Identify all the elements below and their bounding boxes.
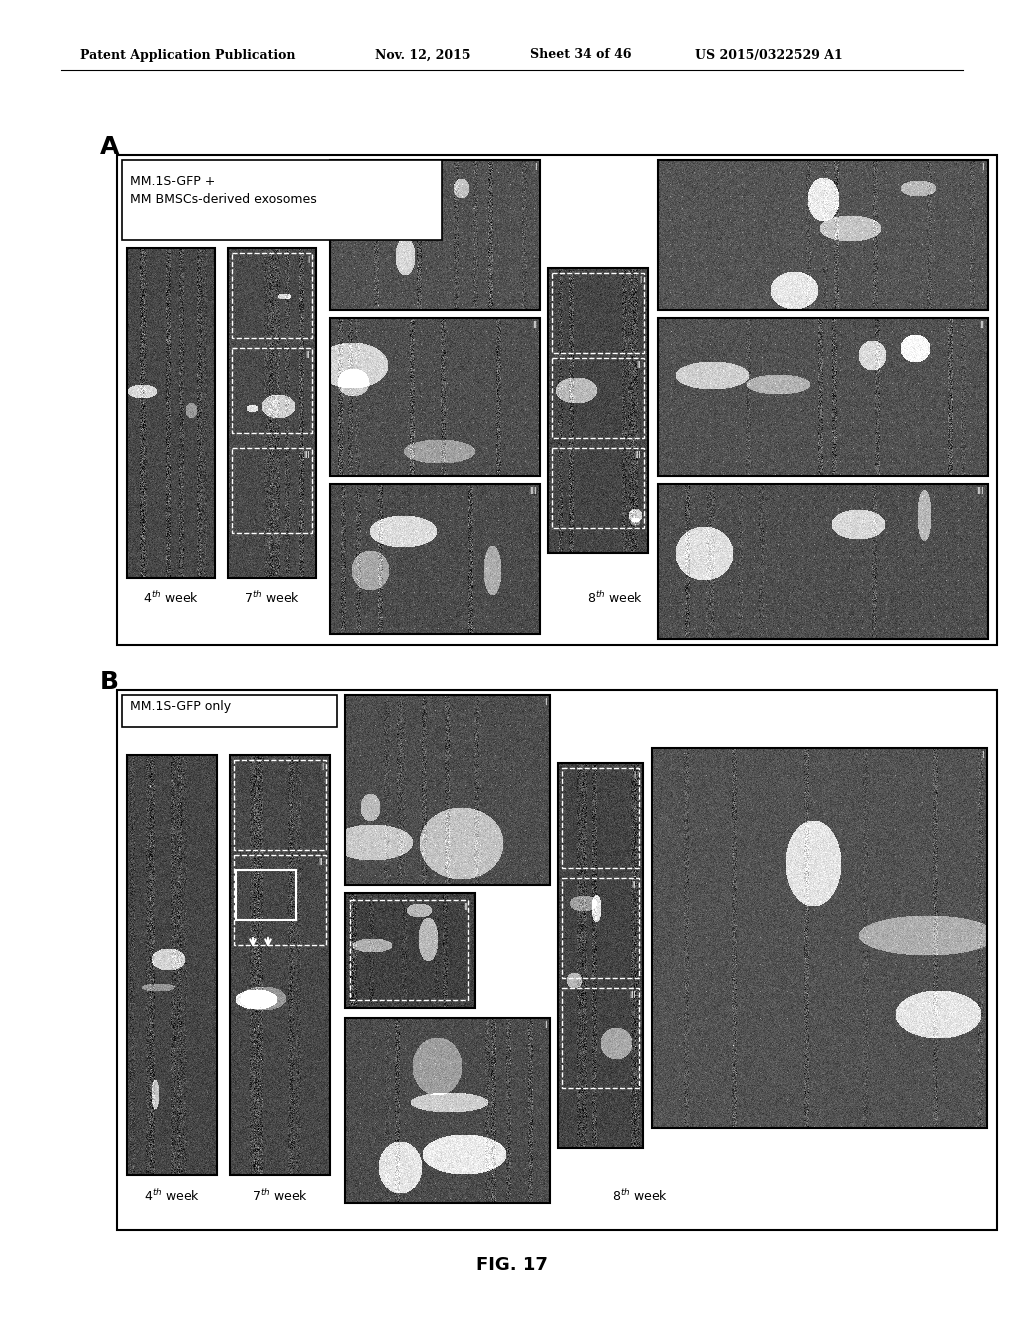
Bar xyxy=(658,484,988,639)
Text: $7^{th}$ week: $7^{th}$ week xyxy=(244,590,300,606)
Bar xyxy=(228,248,316,578)
Bar xyxy=(552,358,644,438)
Text: III: III xyxy=(303,451,310,459)
Text: I: I xyxy=(308,256,310,265)
Text: $8^{th}$ week: $8^{th}$ week xyxy=(612,1188,668,1204)
Bar xyxy=(558,763,643,1148)
Bar xyxy=(562,768,639,869)
Text: III: III xyxy=(630,991,636,1001)
Text: B: B xyxy=(100,671,119,694)
Text: III: III xyxy=(634,451,641,459)
Bar xyxy=(548,268,648,553)
Bar xyxy=(345,696,550,884)
Bar xyxy=(122,696,337,727)
Bar xyxy=(652,748,987,1129)
Bar xyxy=(117,154,997,645)
Text: II: II xyxy=(979,321,984,330)
Bar xyxy=(232,447,312,533)
Text: A: A xyxy=(100,135,120,158)
Bar xyxy=(345,1018,550,1203)
Text: FIG. 17: FIG. 17 xyxy=(476,1257,548,1274)
Text: III: III xyxy=(977,487,984,496)
Bar xyxy=(562,878,639,978)
Bar xyxy=(562,987,639,1088)
Text: I: I xyxy=(321,763,323,772)
Text: I: I xyxy=(545,698,547,708)
Text: MM.1S-GFP only: MM.1S-GFP only xyxy=(130,700,231,713)
Bar xyxy=(350,900,468,1001)
Text: II: II xyxy=(532,321,537,330)
Bar xyxy=(552,447,644,528)
Text: II: II xyxy=(632,880,636,890)
Text: $4^{th}$ week: $4^{th}$ week xyxy=(143,590,199,606)
Text: II: II xyxy=(318,858,323,867)
Text: MM.1S-GFP +
MM BMSCs-derived exosomes: MM.1S-GFP + MM BMSCs-derived exosomes xyxy=(130,176,316,206)
Text: Sheet 34 of 46: Sheet 34 of 46 xyxy=(530,49,632,62)
Text: I: I xyxy=(639,276,641,285)
Bar xyxy=(330,484,540,634)
Bar xyxy=(122,160,442,240)
Bar xyxy=(232,348,312,433)
Bar xyxy=(236,870,296,920)
Text: US 2015/0322529 A1: US 2015/0322529 A1 xyxy=(695,49,843,62)
Bar xyxy=(232,253,312,338)
Text: Nov. 12, 2015: Nov. 12, 2015 xyxy=(375,49,470,62)
Text: I: I xyxy=(535,162,537,172)
Bar xyxy=(127,248,215,578)
Text: $4^{th}$ week: $4^{th}$ week xyxy=(144,1188,200,1204)
Bar xyxy=(658,160,988,310)
Bar xyxy=(234,855,326,945)
Text: I: I xyxy=(545,1020,547,1030)
Bar xyxy=(127,755,217,1175)
Text: Patent Application Publication: Patent Application Publication xyxy=(80,49,296,62)
Bar xyxy=(330,160,540,310)
Text: I: I xyxy=(981,162,984,172)
Text: III: III xyxy=(529,487,537,496)
Text: II: II xyxy=(305,351,310,360)
Bar xyxy=(658,318,988,477)
Text: $7^{th}$ week: $7^{th}$ week xyxy=(252,1188,308,1204)
Bar xyxy=(330,318,540,477)
Text: II: II xyxy=(637,360,641,370)
Bar xyxy=(117,690,997,1230)
Text: I: I xyxy=(981,751,984,760)
Text: $8^{th}$ week: $8^{th}$ week xyxy=(587,590,643,606)
Text: I: I xyxy=(634,771,636,780)
Bar xyxy=(552,273,644,352)
Bar xyxy=(345,894,475,1008)
Bar xyxy=(230,755,330,1175)
Text: II: II xyxy=(463,903,468,912)
Bar xyxy=(234,760,326,850)
